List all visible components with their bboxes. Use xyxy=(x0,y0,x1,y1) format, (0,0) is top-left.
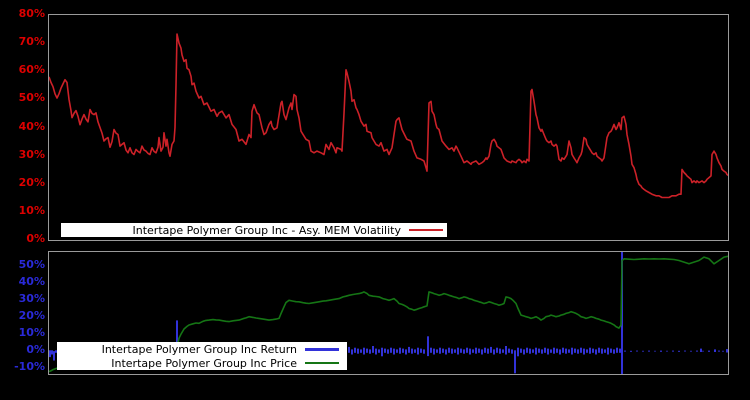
volatility-y-tick: 0% xyxy=(26,232,45,245)
return-price-y-tick: 30% xyxy=(18,292,45,305)
volatility-panel: Intertape Polymer Group Inc - Asy. MEM V… xyxy=(48,14,729,241)
return-price-y-tick: 0% xyxy=(26,343,45,356)
return-price-y-tick: 20% xyxy=(18,309,45,322)
volatility-y-tick: 20% xyxy=(18,176,45,189)
volatility-y-tick: 40% xyxy=(18,120,45,133)
return-legend-label: Intertape Polymer Group Inc Return xyxy=(101,342,297,356)
return-line-swatch-icon xyxy=(305,347,339,351)
volatility-y-tick: 10% xyxy=(18,204,45,217)
volatility-legend-label: Intertape Polymer Group Inc - Asy. MEM V… xyxy=(132,223,402,237)
return-price-chart xyxy=(49,252,728,374)
volatility-chart xyxy=(49,33,728,199)
return-price-legend: Intertape Polymer Group Inc Return Inter… xyxy=(57,342,347,370)
return-price-y-tick: 50% xyxy=(18,258,45,271)
return-price-y-tick: 40% xyxy=(18,275,45,288)
price-legend-label: Intertape Polymer Group Inc Price xyxy=(111,356,297,370)
volatility-y-tick: 50% xyxy=(18,91,45,104)
volatility-line xyxy=(49,33,728,199)
return-price-y-tick: 10% xyxy=(18,326,45,339)
price-line xyxy=(49,255,728,373)
volatility-y-tick: 70% xyxy=(18,35,45,48)
volatility-y-tick: 80% xyxy=(18,7,45,20)
price-legend-entry: Intertape Polymer Group Inc Price xyxy=(57,356,339,370)
price-line-swatch-icon xyxy=(305,362,339,364)
volatility-line-swatch-icon xyxy=(409,229,443,231)
volatility-legend: Intertape Polymer Group Inc - Asy. MEM V… xyxy=(61,223,447,237)
volatility-y-tick: 60% xyxy=(18,63,45,76)
return-price-panel: Intertape Polymer Group Inc Return Inter… xyxy=(48,251,729,375)
volatility-y-tick: 30% xyxy=(18,148,45,161)
return-price-y-tick: -10% xyxy=(14,360,45,373)
return-legend-entry: Intertape Polymer Group Inc Return xyxy=(57,342,339,356)
